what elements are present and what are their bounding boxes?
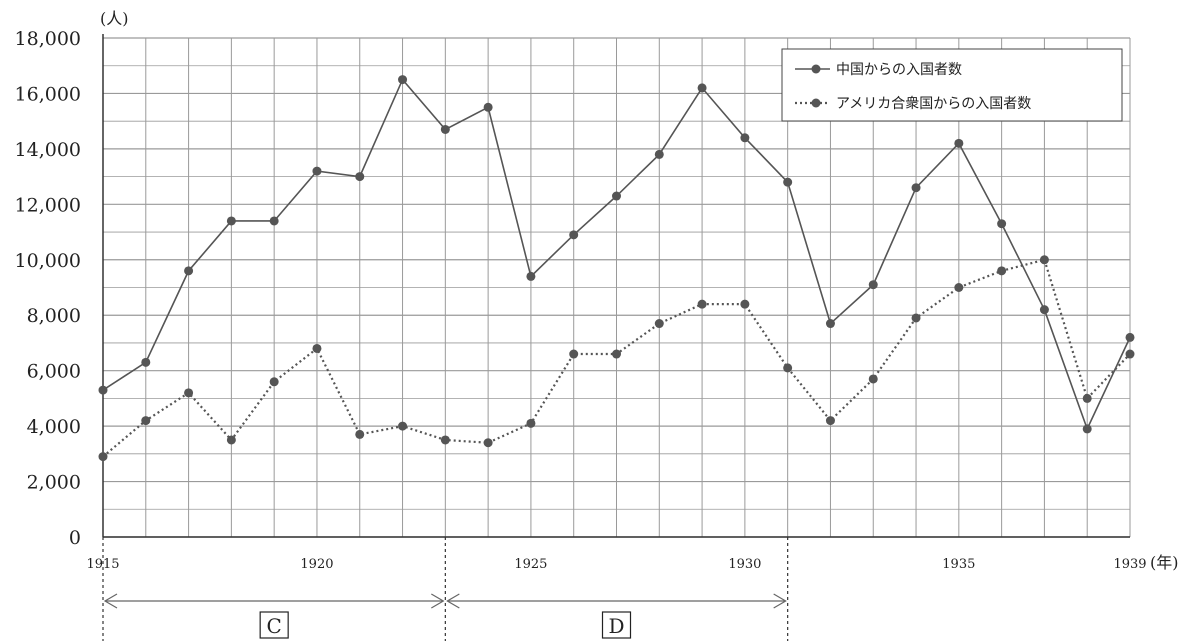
- y-tick-label: 16,000: [15, 83, 81, 105]
- data-point: [868, 374, 878, 384]
- y-tick-label: 4,000: [27, 416, 81, 438]
- period-arrow-head-right: [431, 593, 445, 609]
- data-point: [184, 266, 194, 276]
- data-point: [997, 219, 1007, 229]
- data-point: [740, 299, 750, 309]
- y-axis-unit-label: (人): [100, 9, 129, 28]
- data-point: [654, 149, 664, 159]
- x-tick-label: 1925: [514, 557, 547, 572]
- data-point: [954, 283, 964, 292]
- data-point: [226, 435, 236, 445]
- data-point: [1082, 393, 1092, 403]
- period-label: C: [267, 614, 282, 638]
- data-point: [312, 343, 322, 353]
- data-point: [569, 230, 579, 240]
- data-point: [440, 124, 450, 134]
- x-tick-label: 1915: [86, 557, 119, 572]
- legend-label: 中国からの入国者数: [836, 62, 962, 78]
- period-arrow-head-right: [773, 593, 787, 609]
- data-point: [1125, 332, 1135, 342]
- data-point: [612, 191, 621, 201]
- data-point: [398, 75, 408, 85]
- data-point: [440, 435, 450, 445]
- data-point: [612, 349, 621, 359]
- data-point: [269, 216, 279, 226]
- x-tick-label: 1930: [728, 557, 761, 572]
- data-point: [141, 416, 151, 426]
- y-tick-label: 10,000: [15, 250, 81, 272]
- y-tick-label: 14,000: [15, 139, 81, 161]
- y-axis-tick-labels: 0 2,000 4,000 6,000 8,000 10,000 12,000 14,000 1…: [15, 28, 81, 549]
- data-point: [954, 138, 964, 148]
- data-point: [1039, 255, 1049, 265]
- data-point: [569, 349, 579, 359]
- legend-marker: [811, 98, 821, 108]
- y-tick-label: 8,000: [27, 305, 81, 327]
- y-tick-label: 12,000: [15, 194, 81, 216]
- data-point: [312, 166, 322, 176]
- data-point: [98, 385, 108, 395]
- data-point: [697, 83, 707, 93]
- data-point: [184, 388, 194, 398]
- data-point: [98, 452, 108, 462]
- data-point: [654, 319, 664, 329]
- data-point: [483, 102, 493, 112]
- data-point: [1125, 349, 1135, 359]
- legend-label: アメリカ合衆国からの入国者数: [836, 96, 1031, 112]
- x-axis-unit-label: (年): [1150, 553, 1179, 572]
- data-point: [355, 172, 365, 182]
- data-point: [868, 280, 878, 290]
- period-label: D: [608, 614, 624, 638]
- y-tick-label: 2,000: [27, 472, 81, 494]
- period-arrow-head-left: [103, 593, 118, 609]
- data-point: [141, 357, 151, 367]
- y-tick-label: 6,000: [27, 361, 81, 383]
- data-point: [355, 429, 365, 439]
- data-point: [526, 418, 536, 428]
- x-tick-label: 1920: [300, 557, 333, 572]
- data-point: [825, 416, 835, 426]
- data-point: [997, 266, 1007, 276]
- data-point: [1082, 424, 1092, 434]
- data-point: [226, 216, 236, 226]
- y-tick-label: 0: [69, 527, 81, 549]
- data-point: [697, 299, 707, 309]
- period-label-box: [259, 611, 289, 639]
- x-axis-tick-labels: 1915 1920 1925 1930 1935 1939: [86, 557, 1146, 572]
- data-point: [398, 421, 408, 431]
- legend-marker: [811, 64, 821, 74]
- data-point: [483, 438, 493, 448]
- period-arrow-head-left: [446, 593, 460, 609]
- y-tick-label: 18,000: [15, 28, 81, 50]
- data-point: [911, 183, 921, 193]
- x-tick-label: 1939: [1113, 557, 1146, 572]
- series-group: [98, 75, 1135, 462]
- x-tick-label: 1935: [942, 557, 975, 572]
- series-2: [98, 255, 1135, 462]
- data-point: [1039, 305, 1049, 315]
- legend-box: [781, 48, 1123, 122]
- period-label-box: [601, 611, 632, 639]
- data-point: [269, 377, 279, 387]
- data-point: [526, 271, 536, 281]
- data-point: [783, 363, 793, 373]
- data-point: [825, 319, 835, 329]
- data-point: [911, 313, 921, 323]
- data-point: [740, 133, 750, 143]
- grid: [102, 37, 1131, 538]
- series-1: [98, 75, 1135, 434]
- data-point: [783, 177, 793, 187]
